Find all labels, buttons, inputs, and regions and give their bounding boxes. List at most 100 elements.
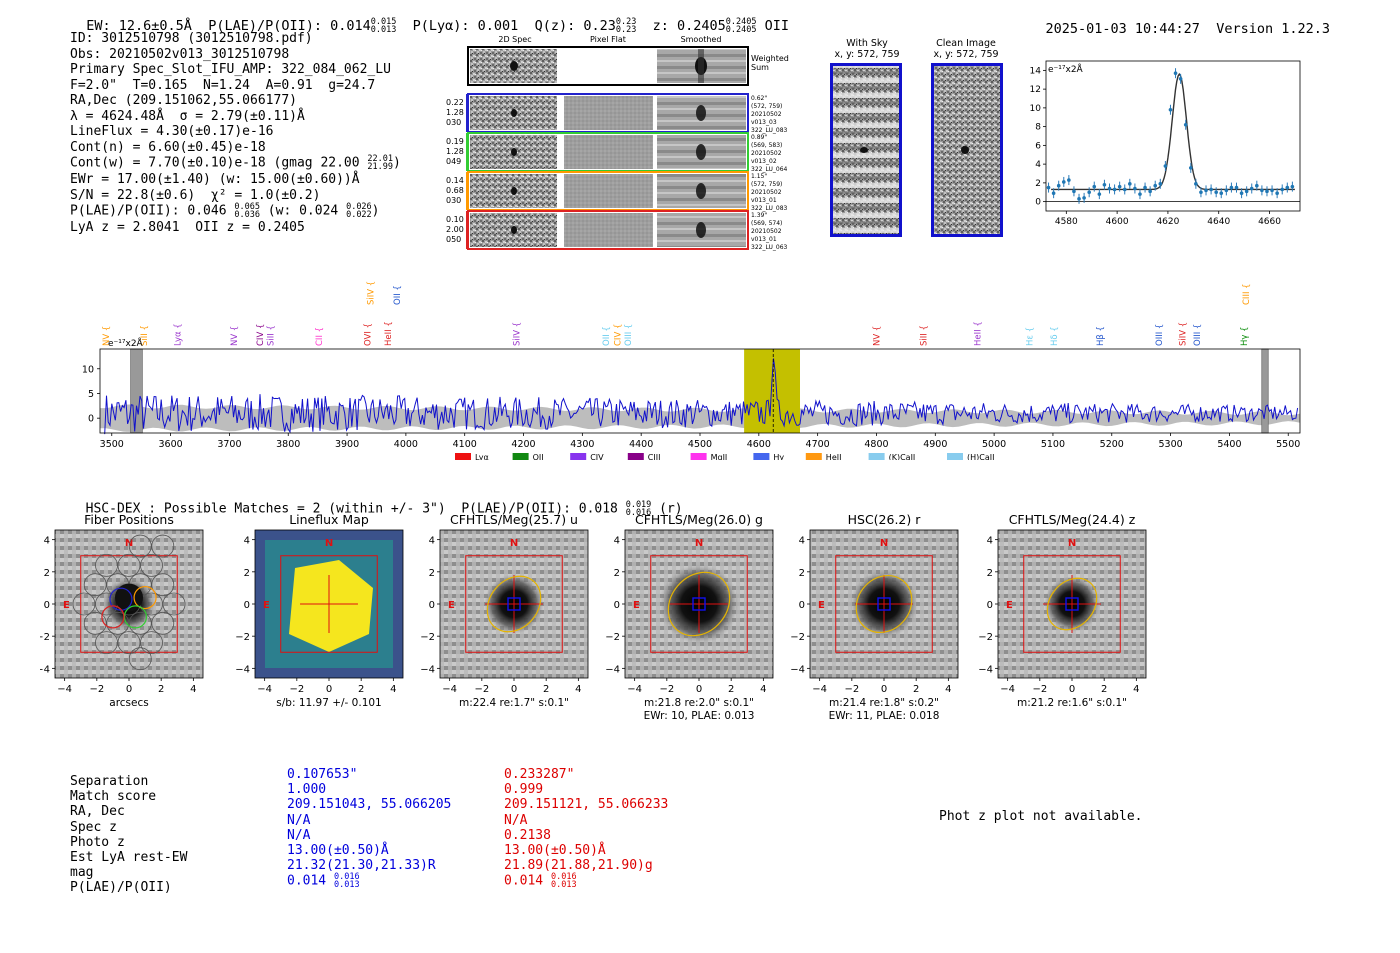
spectrum-hatch-right bbox=[1261, 348, 1269, 434]
panel-ytick-label: 4 bbox=[614, 536, 620, 547]
panel-ytick-label: −4 bbox=[420, 664, 435, 675]
fiber-left-label: 030 bbox=[446, 196, 461, 205]
line-label: CIII { bbox=[1242, 283, 1252, 305]
lbl-photo-z: Photo z bbox=[70, 834, 125, 850]
fiber-right-label: 322_LU_064 bbox=[751, 166, 788, 173]
north-label: N bbox=[880, 538, 888, 549]
fit-xtick-label: 4660 bbox=[1258, 217, 1281, 227]
fiber-left-label: 049 bbox=[446, 157, 461, 166]
m2-separation: 0.233287" bbox=[504, 767, 575, 782]
fiber-right-label: 20210502 bbox=[751, 111, 782, 118]
panel-xtick-label: −2 bbox=[844, 684, 859, 695]
panel-ytick-label: 4 bbox=[244, 536, 250, 547]
legend-swatch bbox=[512, 453, 529, 460]
withsky-image bbox=[830, 63, 902, 237]
fiber-right-label: 20210502 bbox=[751, 189, 782, 196]
panel-ytick-label: −4 bbox=[235, 664, 250, 675]
fiber-emission-spot bbox=[511, 148, 517, 156]
m2-score: 0.999 bbox=[504, 782, 544, 798]
fiber-circle bbox=[117, 553, 141, 577]
panel-xlabel-2: EWr: 10, PLAE: 0.013 bbox=[644, 710, 755, 722]
galaxy-ellipse bbox=[855, 574, 913, 634]
fit-point bbox=[1249, 186, 1254, 191]
header-plae-range: 0.015 0.013 bbox=[370, 17, 397, 35]
galaxy-ellipse bbox=[1046, 577, 1098, 631]
north-label: N bbox=[695, 538, 703, 549]
fiber-pixel-flat bbox=[564, 174, 653, 208]
spectrum-xtick-label: 4700 bbox=[806, 439, 830, 450]
east-label: E bbox=[63, 600, 70, 611]
fiber-right-label: (572, 759) bbox=[751, 103, 782, 110]
fit-point bbox=[1133, 186, 1137, 191]
header-z-line: OII bbox=[764, 18, 789, 34]
match-box bbox=[1065, 597, 1079, 611]
panel-ytick-label: 0 bbox=[244, 600, 250, 611]
info-sn: S/N = 22.8(±0.6) χ² = 1.0(±0.2) bbox=[70, 187, 321, 203]
cutout-panel: CFHTLS/Meg(24.4) zNE−4 −2 0 2 4420−2−4m:21.2… bbox=[978, 512, 1147, 709]
spectrum-hatch-left bbox=[130, 348, 143, 434]
info-lyaz: LyA z = 2.8041 OII z = 0.2405 bbox=[70, 220, 305, 235]
panel-title: CFHTLS/Meg(25.7) u bbox=[450, 512, 578, 527]
fit-curve bbox=[1051, 72, 1295, 191]
info-contn: Cont(n) = 6.60(±0.45)e-18 bbox=[70, 139, 266, 155]
info-params: F=2.0" T=0.165 N=1.24 A=0.91 g=24.7 bbox=[70, 77, 376, 93]
fiber-right-label: 20210502 bbox=[751, 228, 782, 235]
fiber-right-label: 0.89" bbox=[751, 134, 767, 141]
fiber-emission-spot bbox=[511, 226, 517, 234]
match-box bbox=[692, 597, 706, 611]
line-label: Lyα { bbox=[174, 323, 184, 346]
spectrum-xtick-label: 5400 bbox=[1217, 439, 1241, 450]
lbl-mag: mag bbox=[70, 865, 94, 881]
fit-point bbox=[1158, 182, 1163, 186]
cutout-panel: Lineflux Map N E −4 −2 0 2 4 4 2 0 −2 −4 s/b: 11.97 +… bbox=[235, 512, 404, 709]
panel-xlabel: s/b: 11.97 +/- 0.101 bbox=[276, 697, 381, 709]
east-label: E bbox=[448, 600, 455, 611]
panel-xtick-label: −2 bbox=[1032, 684, 1047, 695]
fit-point bbox=[1087, 190, 1091, 195]
panel-xlabel: m:22.4 re:1.7" s:0.1" bbox=[459, 697, 569, 709]
spectrum-xtick-label: 4100 bbox=[453, 439, 477, 450]
fit-point bbox=[1046, 185, 1051, 190]
fit-xtick-label: 4600 bbox=[1106, 217, 1129, 227]
fiber-right-label: 322_LU_083 bbox=[751, 127, 788, 134]
info-id: ID: 3012510798 (3012510798.pdf) bbox=[70, 31, 313, 46]
col-pixel-flat: Pixel Flat bbox=[590, 35, 626, 44]
withsky-title: With Sky x, y: 572, 759 bbox=[834, 38, 900, 60]
fit-point bbox=[1209, 187, 1213, 192]
fiber-circle bbox=[106, 611, 130, 635]
fit-point bbox=[1275, 191, 1279, 195]
fiber-color-bar bbox=[466, 94, 468, 132]
legend-swatch bbox=[868, 453, 885, 460]
fiber-right-label: v013_01 bbox=[751, 197, 777, 204]
match-box bbox=[877, 597, 891, 611]
spectrum-marks: 3500 3600 3700 3800 3900 4000 4100 4200 4300 4400… bbox=[82, 281, 1301, 460]
fit-ytick-label: 0 bbox=[1035, 198, 1041, 208]
fiber-right-label: (569, 583) bbox=[751, 142, 782, 149]
legend-label: Lyα bbox=[475, 453, 489, 460]
panel-ytick-label: 0 bbox=[614, 600, 620, 611]
panel-xlabel: m:21.4 re:1.8" s:0.2" bbox=[829, 697, 939, 709]
panel-xtick-label: −4 bbox=[627, 684, 642, 695]
fiber-smoothed-spot bbox=[696, 144, 706, 160]
header-meta: 2025-01-03 10:44:27 Version 1.22.3 bbox=[1029, 5, 1331, 37]
m1-photoz: N/A bbox=[287, 827, 311, 843]
spec2d-panel: 2D Spec Pixel Flat Smoothed Weighted Sum … bbox=[446, 35, 789, 251]
legend-label: (K)CaII bbox=[889, 453, 916, 460]
panel-ytick-label: 2 bbox=[987, 568, 993, 579]
panel-title: HSC(26.2) r bbox=[848, 512, 922, 527]
east-label: E bbox=[818, 600, 825, 611]
info-plae: P(LAE)/P(OII): 0.046 0.065 0.036 (w: 0.02… bbox=[70, 202, 380, 220]
fit-xtick-label: 4620 bbox=[1156, 217, 1179, 227]
legend-swatch bbox=[805, 453, 822, 460]
fiber-circle bbox=[151, 573, 175, 597]
panel-xtick-label: 4 bbox=[190, 684, 196, 695]
fit-point bbox=[1168, 107, 1173, 112]
legend-swatch bbox=[627, 453, 644, 460]
spectrum-xtick-label: 4900 bbox=[923, 439, 947, 450]
spectrum-error-band bbox=[100, 404, 1300, 432]
fiber-circle bbox=[128, 534, 152, 558]
